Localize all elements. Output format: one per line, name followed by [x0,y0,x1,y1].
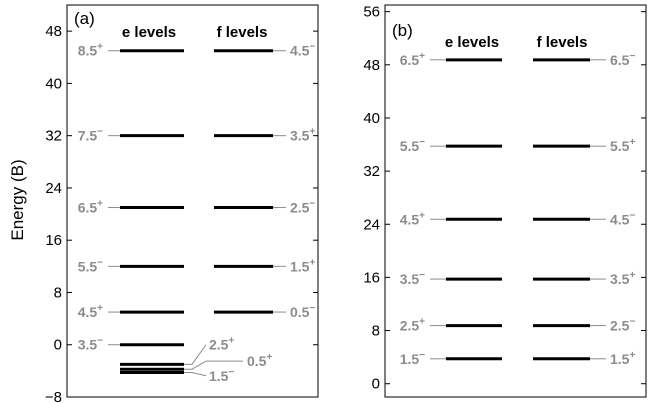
panel-tag: (b) [392,21,413,40]
e-level-label: 3.5− [78,336,103,353]
plot-frame [384,4,647,398]
f-level-label: 3.5+ [610,270,635,287]
f-level-label: 3.5+ [290,127,315,144]
f-levels-title: f levels [217,24,268,41]
f-level-label: 1.5+ [610,350,635,367]
y-tick-label: 48 [363,57,380,74]
e-level-label: 8.5+ [78,42,103,59]
e-level-label: 0.5+ [247,352,272,369]
e-level-label: 5.5− [400,137,425,154]
y-tick-label: 16 [363,269,380,286]
y-tick-label: 0 [372,376,380,393]
e-levels-title: e levels [445,34,499,51]
e-level-label: 7.5− [78,127,103,144]
y-tick-label: 24 [45,180,62,197]
y-tick-label: 32 [363,163,380,180]
y-tick-label: 48 [45,23,62,40]
e-level-label: 6.5+ [78,199,103,216]
e-levels-title: e levels [122,24,176,41]
f-level-label: 2.5− [290,199,315,216]
f-level-label: 2.5− [610,317,635,334]
e-level-label: 5.5− [78,257,103,274]
panel-a: −8 0 8 16 24 32 40 48 (a) e levels f levels 8.5+ 7.5… [45,4,319,403]
e-level-label: 1.5− [400,350,425,367]
y-tick-label: 32 [45,128,62,145]
f-level-label: 1.5+ [290,257,315,274]
y-tick-label: 40 [363,110,380,127]
f-level-label: 0.5− [290,303,315,320]
f-levels-title: f levels [537,34,588,51]
e-level-leader [184,344,207,365]
y-tick-label: 40 [45,75,62,92]
e-level-label: 4.5+ [400,210,425,227]
f-level-label: 5.5+ [610,137,635,154]
f-level-label: 4.5− [610,210,635,227]
e-level-label: 6.5+ [400,51,425,68]
panel-tag: (a) [74,9,95,28]
e-level-label: 4.5+ [78,303,103,320]
y-tick-label: 0 [54,337,62,354]
y-axis-label: Energy (B) [8,159,27,240]
e-level-leader [184,372,207,377]
f-level-label: 4.5− [290,42,315,59]
e-level-leader [184,360,207,370]
e-level-label: 2.5+ [209,336,234,353]
e-level-label: 3.5− [400,270,425,287]
e-level-label: 2.5+ [400,317,425,334]
f-level-label: 6.5− [610,51,635,68]
plot-frame [66,4,319,398]
y-tick-label: 24 [363,216,380,233]
y-tick-label: −8 [45,389,62,403]
y-tick-label: 56 [363,4,380,21]
panel-b: 0 8 16 24 32 40 48 56 (b) e levels f levels 6.5+ 5.5… [363,4,647,398]
y-tick-label: 8 [54,284,62,301]
e-level-label: 1.5− [209,367,234,384]
y-tick-label: 8 [372,323,380,340]
y-tick-label: 16 [45,232,62,249]
